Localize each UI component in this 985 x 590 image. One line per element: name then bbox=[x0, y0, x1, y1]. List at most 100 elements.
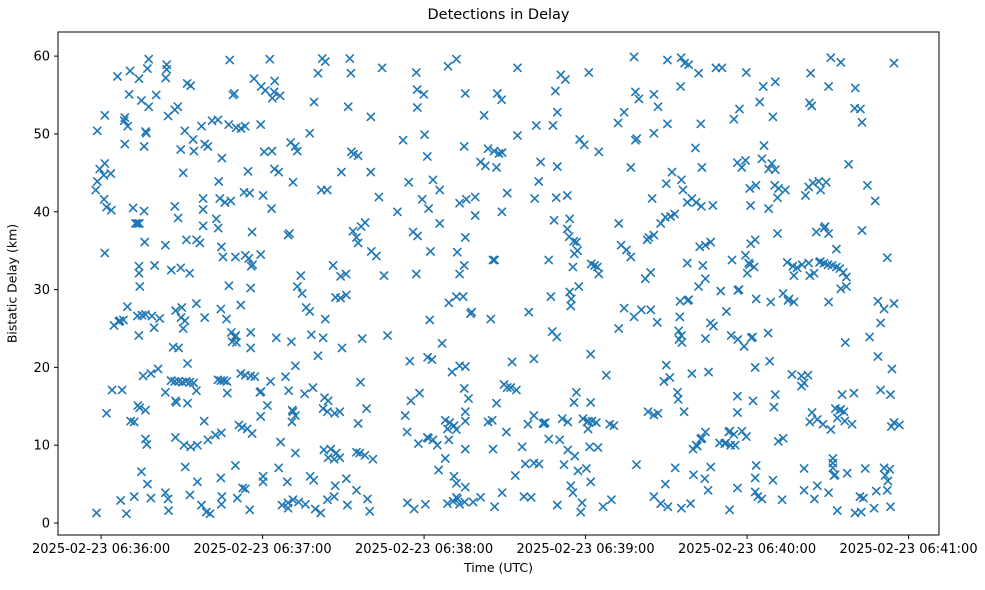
data-point-marker bbox=[836, 284, 846, 294]
data-point-marker bbox=[177, 303, 187, 312]
data-point-marker bbox=[292, 282, 302, 291]
data-point-marker bbox=[613, 118, 623, 128]
data-point-marker bbox=[290, 448, 300, 458]
data-point-marker bbox=[594, 269, 604, 279]
x-axis: 2025-02-23 06:36:00 2025-02-23 06:37:00 20… bbox=[32, 535, 978, 557]
data-point-marker bbox=[895, 420, 904, 430]
data-point-marker bbox=[593, 262, 602, 272]
data-point-marker bbox=[510, 471, 520, 480]
data-point-marker bbox=[460, 444, 470, 454]
data-point-marker bbox=[267, 146, 277, 156]
data-point-marker bbox=[565, 214, 575, 224]
data-point-marker bbox=[260, 86, 270, 95]
data-point-marker bbox=[534, 459, 544, 469]
data-point-marker bbox=[799, 464, 809, 473]
data-point-marker bbox=[236, 369, 246, 379]
data-point-marker bbox=[353, 418, 363, 428]
data-point-marker bbox=[192, 440, 202, 450]
data-point-marker bbox=[722, 306, 731, 316]
data-point-marker bbox=[649, 89, 659, 99]
data-point-marker bbox=[319, 445, 329, 455]
data-point-marker bbox=[451, 425, 461, 435]
data-point-marker bbox=[306, 330, 316, 340]
data-point-marker bbox=[492, 89, 502, 98]
data-point-marker bbox=[529, 411, 539, 421]
data-point-marker bbox=[136, 467, 146, 477]
data-point-marker bbox=[423, 433, 433, 443]
data-point-marker bbox=[316, 508, 326, 518]
data-point-marker bbox=[455, 198, 465, 208]
data-point-marker bbox=[269, 164, 279, 174]
data-point-marker bbox=[586, 349, 596, 359]
data-point-marker bbox=[568, 488, 578, 498]
data-point-marker bbox=[160, 387, 170, 397]
x-axis-label: Time (UTC) bbox=[463, 560, 534, 575]
data-point-marker bbox=[842, 468, 852, 478]
data-point-marker bbox=[873, 352, 883, 361]
data-point-marker bbox=[565, 287, 575, 297]
data-point-marker bbox=[594, 147, 604, 157]
data-point-marker bbox=[164, 506, 174, 516]
data-point-marker bbox=[507, 357, 517, 367]
data-point-marker bbox=[676, 53, 686, 63]
data-point-marker bbox=[256, 250, 266, 260]
data-point-marker bbox=[774, 183, 783, 193]
data-point-marker bbox=[701, 240, 710, 250]
data-point-marker bbox=[120, 139, 130, 149]
data-point-marker bbox=[243, 166, 253, 176]
x-tick-label: 2025-02-23 06:41:00 bbox=[840, 542, 978, 557]
data-point-marker bbox=[178, 324, 188, 333]
data-point-marker bbox=[459, 260, 469, 270]
data-point-marker bbox=[684, 295, 694, 305]
data-point-marker bbox=[173, 102, 183, 112]
data-point-marker bbox=[424, 204, 434, 214]
data-point-marker bbox=[451, 478, 461, 488]
data-point-marker bbox=[584, 68, 594, 77]
data-point-marker bbox=[437, 338, 447, 348]
data-point-marker bbox=[198, 194, 208, 203]
data-point-marker bbox=[238, 483, 248, 493]
data-point-marker bbox=[163, 111, 173, 121]
data-point-marker bbox=[447, 367, 457, 377]
data-point-marker bbox=[659, 376, 669, 386]
data-point-marker bbox=[750, 473, 760, 483]
data-point-marker bbox=[826, 53, 836, 63]
data-point-marker bbox=[660, 479, 670, 489]
data-point-marker bbox=[607, 495, 616, 505]
data-point-marker bbox=[730, 440, 740, 450]
data-point-marker bbox=[656, 218, 666, 228]
data-point-marker bbox=[741, 155, 750, 165]
data-point-marker bbox=[818, 419, 828, 429]
data-point-marker bbox=[753, 492, 763, 502]
data-point-marker bbox=[880, 471, 890, 480]
data-point-marker bbox=[329, 492, 339, 502]
data-point-marker bbox=[763, 328, 773, 338]
data-point-marker bbox=[697, 433, 707, 443]
data-point-marker bbox=[708, 201, 718, 210]
data-point-marker bbox=[360, 450, 370, 460]
data-point-marker bbox=[519, 492, 529, 502]
data-point-marker bbox=[189, 378, 199, 388]
data-point-marker bbox=[197, 500, 206, 510]
data-point-marker bbox=[129, 417, 139, 427]
data-point-marker bbox=[748, 396, 758, 406]
data-point-marker bbox=[95, 164, 105, 174]
data-point-marker bbox=[726, 331, 736, 340]
data-point-marker bbox=[435, 185, 445, 195]
data-point-marker bbox=[634, 94, 644, 104]
data-point-marker bbox=[725, 505, 734, 515]
data-point-marker bbox=[232, 493, 242, 503]
data-point-marker bbox=[820, 222, 830, 231]
data-point-marker bbox=[497, 95, 507, 105]
data-point-marker bbox=[847, 419, 857, 429]
data-point-marker bbox=[353, 151, 363, 161]
data-point-marker bbox=[134, 74, 144, 84]
data-point-marker bbox=[524, 307, 534, 317]
data-point-marker bbox=[649, 492, 659, 502]
data-point-marker bbox=[336, 293, 346, 303]
data-point-marker bbox=[283, 503, 293, 513]
data-point-marker bbox=[689, 470, 698, 480]
data-point-marker bbox=[806, 68, 815, 78]
data-point-marker bbox=[703, 485, 713, 495]
data-point-marker bbox=[755, 97, 765, 107]
